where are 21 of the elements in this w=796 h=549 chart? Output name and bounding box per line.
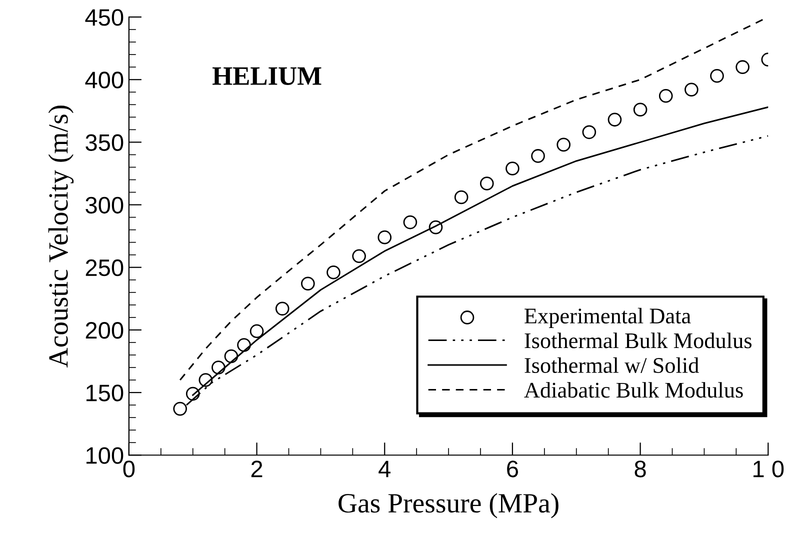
text: HELIUM bbox=[212, 67, 322, 85]
y-tick-label: 400 bbox=[85, 72, 124, 88]
y-tick-label: 350 bbox=[86, 134, 124, 151]
y-tick-label: 300 bbox=[86, 196, 124, 214]
y-tick-label: 250 bbox=[86, 259, 124, 276]
x-tick-label: 1 0 bbox=[754, 460, 784, 478]
x-tick-label: 6 bbox=[507, 460, 518, 478]
y-tick-label: 150 bbox=[86, 384, 124, 402]
legend-label: Experimental Data bbox=[524, 308, 691, 328]
legend-label: Isothermal Bulk Modulus bbox=[524, 332, 752, 348]
x-tick-label: 8 bbox=[634, 460, 646, 478]
y-tick-label: 200 bbox=[86, 322, 124, 339]
x-tick-label: 4 bbox=[378, 460, 390, 478]
y-axis-title: Acoustic Velocity (m/s) bbox=[48, 106, 74, 368]
x-tick-label: 2 bbox=[251, 460, 262, 478]
y-tick-label: 450 bbox=[85, 9, 124, 26]
x-tick-label: 0 bbox=[123, 460, 135, 478]
legend-label: Adiabatic Bulk Modulus bbox=[524, 382, 743, 398]
legend-label: Isothermal w/ Solid bbox=[524, 357, 699, 373]
x-axis-title: Gas Pressure (MPa) bbox=[338, 493, 558, 518]
y-tick-label: 100 bbox=[86, 447, 124, 464]
